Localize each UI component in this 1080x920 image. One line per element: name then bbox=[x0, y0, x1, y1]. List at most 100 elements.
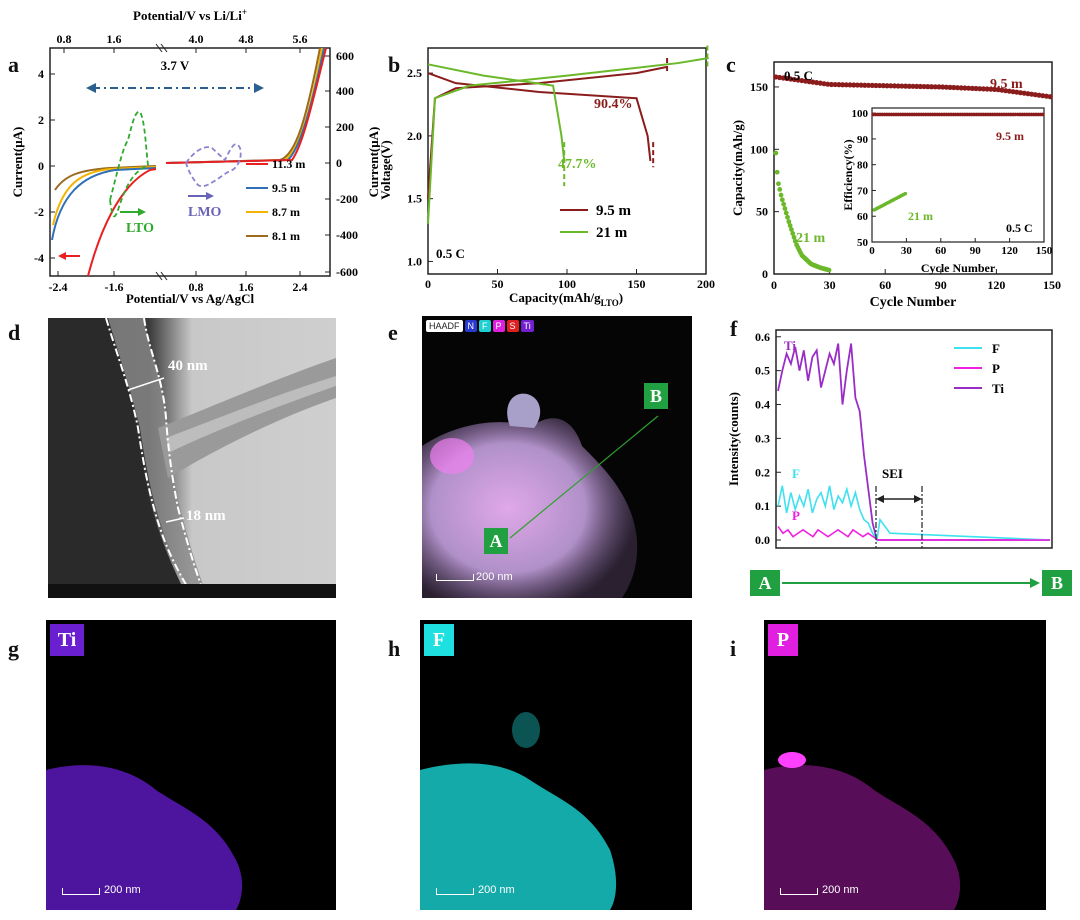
top-tick-label: 1.6 bbox=[107, 32, 122, 46]
bottom-tick-label: -2.4 bbox=[49, 280, 68, 294]
f-profile bbox=[777, 485, 1051, 543]
capacity-point-21m bbox=[789, 227, 794, 232]
y-tick-label: 150 bbox=[750, 80, 768, 94]
inset-y-tick-label: 50 bbox=[857, 237, 869, 249]
y-tick-label: 0.6 bbox=[755, 330, 770, 344]
x-tick-label: 30 bbox=[824, 278, 836, 292]
eds-legend-item: HAADF bbox=[426, 320, 463, 332]
curve-charge bbox=[427, 65, 668, 199]
capacity-point-9-5m bbox=[925, 84, 931, 90]
x-tick-label: 0 bbox=[425, 277, 431, 291]
bottom-tick-label: 2.4 bbox=[293, 280, 308, 294]
x-tick-label: 200 bbox=[697, 277, 715, 291]
capacity-point-9-5m bbox=[928, 84, 935, 90]
linescan-axis-point-a bbox=[750, 570, 780, 596]
linescan-label-p: P bbox=[792, 508, 800, 523]
capacity-point-9-5m bbox=[906, 83, 912, 89]
y-tick-label: 0.0 bbox=[755, 533, 770, 547]
panel-label-a: a bbox=[8, 52, 19, 77]
y-tick-label: 0.5 bbox=[755, 364, 770, 378]
panel-label-f: f bbox=[730, 316, 738, 341]
efficiency-inset-frame bbox=[871, 107, 1045, 243]
eds-scale-label: 200 nm bbox=[476, 571, 513, 583]
left-tick-label: 2 bbox=[38, 113, 44, 127]
bottom-axis-label: Potential/V vs Ag/AgCl bbox=[126, 291, 255, 306]
capacity-point-9-5m bbox=[954, 85, 961, 91]
capacity-point-21m bbox=[782, 206, 788, 211]
p-profile bbox=[777, 525, 1050, 541]
inset-y-tick-label: 90 bbox=[857, 134, 869, 146]
ti-scale-label: 200 nm bbox=[104, 884, 141, 896]
linescan-point-a: A bbox=[484, 528, 508, 554]
cycling-ylabel: Capacity(mAh/g) bbox=[730, 120, 745, 216]
eds-scale-bar bbox=[436, 574, 474, 581]
panel-label-e: e bbox=[388, 320, 398, 345]
capacity-point-9-5m bbox=[884, 83, 890, 89]
inset-x-tick-label: 30 bbox=[901, 245, 913, 257]
cv-curve-11-3m bbox=[87, 168, 157, 277]
legend-label: 11.3 m bbox=[272, 157, 305, 171]
capacity-point-21m bbox=[790, 231, 796, 236]
inset-x-tick-label: 120 bbox=[1001, 245, 1018, 257]
eds-legend: HAADF N F P S Ti bbox=[426, 320, 534, 332]
capacity-point-9-5m bbox=[973, 85, 979, 92]
eds-legend-item: F bbox=[479, 320, 491, 332]
cd-retention-21m: 47.7% bbox=[558, 157, 597, 172]
capacity-point-21m bbox=[773, 150, 779, 156]
linescan-ylabel: Intensity(counts) bbox=[726, 392, 741, 486]
capacity-point-9-5m bbox=[895, 83, 901, 89]
ti-map-label: Ti bbox=[50, 624, 84, 656]
legend-label: P bbox=[992, 361, 1000, 376]
tem-image: 40 nm 18 nm bbox=[48, 318, 336, 598]
cycling-plot-frame bbox=[773, 61, 1053, 275]
legend-label: Ti bbox=[992, 381, 1004, 396]
linescan-label-ti: Ti bbox=[784, 338, 796, 353]
capacity-point-21m bbox=[774, 169, 780, 175]
inset-x-tick-label: 150 bbox=[1036, 245, 1053, 257]
p-scale-label: 200 nm bbox=[822, 884, 859, 896]
right-tick-label: -200 bbox=[336, 192, 358, 206]
ti-scale-bar bbox=[62, 888, 100, 895]
legend-label: 9.5 m bbox=[272, 181, 300, 195]
curve-charge bbox=[427, 57, 709, 224]
capacity-point-9-5m bbox=[877, 82, 883, 89]
capacity-point-9-5m bbox=[862, 82, 868, 88]
efficiency-point-21m bbox=[903, 191, 908, 196]
lto-label: LTO bbox=[126, 221, 154, 236]
linescan-axis-point-b bbox=[1042, 570, 1072, 596]
cycling-chart: Capacity(mAh/g) Cycle Number 0 30 60 90 120 1… bbox=[730, 61, 1061, 310]
panel-label-c: c bbox=[726, 52, 736, 77]
left-tick-label: -2 bbox=[34, 205, 44, 219]
p-map-image: P 200 nm bbox=[764, 620, 1046, 910]
svg-text:B: B bbox=[1051, 573, 1063, 593]
capacity-point-21m bbox=[787, 223, 793, 228]
capacity-point-9-5m bbox=[865, 82, 872, 88]
cycling-label-21m: 21 m bbox=[796, 231, 826, 246]
linescan-chart: Intensity(counts) 0.60.50.40.30.20.10.0 … bbox=[726, 329, 1072, 596]
capacity-point-9-5m bbox=[940, 84, 946, 90]
capacity-point-21m bbox=[786, 219, 792, 225]
y-tick-label: 2.5 bbox=[407, 66, 422, 80]
capacity-point-9-5m bbox=[828, 81, 835, 88]
right-tick-label: 200 bbox=[336, 120, 354, 134]
legend-label: 21 m bbox=[596, 225, 628, 241]
inset-xlabel: Cycle Number bbox=[921, 261, 996, 275]
capacity-point-9-5m bbox=[843, 82, 849, 88]
legend-label: 8.1 m bbox=[272, 229, 300, 243]
capacity-point-9-5m bbox=[936, 84, 942, 90]
capacity-point-9-5m bbox=[880, 83, 886, 89]
p-map-label: P bbox=[768, 624, 798, 656]
cycling-rate-label: 0.5 C bbox=[784, 68, 813, 83]
bottom-tick-label: 1.6 bbox=[239, 280, 254, 294]
f-map-image: F 200 nm bbox=[420, 620, 692, 910]
right-tick-label: -400 bbox=[336, 228, 358, 242]
axis-break-bottom bbox=[155, 271, 163, 281]
svg-text:A: A bbox=[759, 573, 772, 593]
capacity-point-9-5m bbox=[980, 86, 987, 92]
ti-profile bbox=[777, 343, 1050, 541]
capacity-point-9-5m bbox=[962, 85, 968, 91]
capacity-point-9-5m bbox=[958, 85, 964, 91]
y-tick-label: 0.3 bbox=[755, 431, 770, 445]
left-axis-label: Current(μA) bbox=[10, 127, 25, 198]
panel-label-d: d bbox=[8, 320, 21, 345]
